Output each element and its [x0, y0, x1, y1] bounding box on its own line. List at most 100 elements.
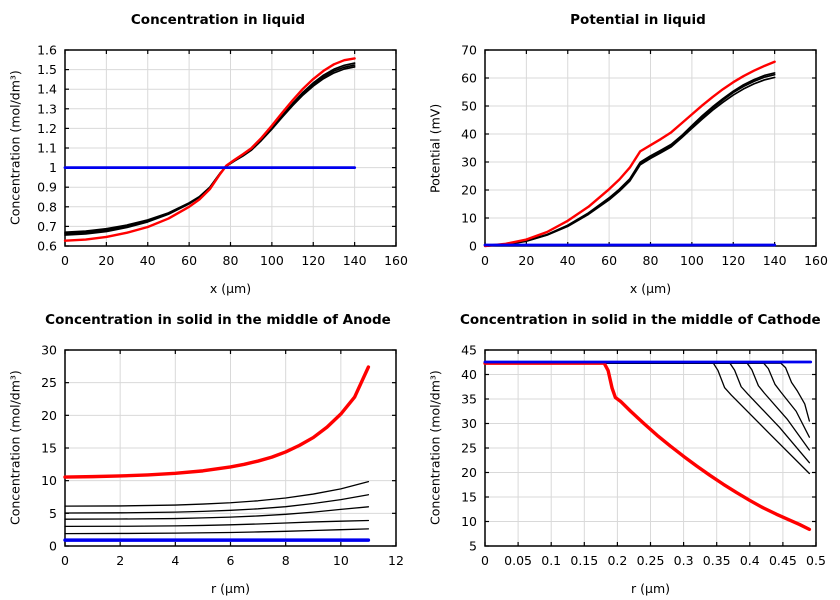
x-tick-label: 0.4	[740, 553, 760, 568]
x-tick-label: 0.3	[674, 553, 694, 568]
panel-anode-solid-concentration: 0 2 4 6 8 10 12 0 5 10 15 20 25 30 Concentration in s…	[0, 300, 420, 600]
series-solution-time-3	[484, 362, 811, 451]
y-tick-label: 40	[461, 367, 477, 382]
plot-title: Potential in liquid	[570, 12, 706, 28]
plot-title: Concentration in liquid	[130, 12, 306, 28]
y-tick-label: 40	[461, 127, 477, 142]
y-axis-label: Concentration (mol/dm³)	[7, 70, 23, 226]
series-solution-time-2	[484, 73, 776, 247]
x-axis-label: r (µm)	[211, 581, 250, 596]
plot-title: Concentration in solid in the middle of …	[460, 312, 821, 328]
x-tick-label: 0.35	[703, 553, 731, 568]
x-tick-label: 20	[518, 253, 534, 268]
y-tick-label: 25	[41, 375, 57, 390]
y-tick-label: 0.9	[37, 180, 57, 195]
y-tick-label: 30	[41, 343, 57, 358]
series-final-time-red	[483, 361, 812, 532]
series-solution-time-1	[64, 480, 370, 507]
y-tick-label: 10	[461, 211, 477, 226]
x-tick-label: 0	[61, 553, 69, 568]
x-tick-label: 0.45	[769, 553, 797, 568]
y-tick-label: 20	[41, 408, 57, 423]
y-tick-label: 1.4	[37, 82, 57, 97]
y-tick-label: 20	[461, 465, 477, 480]
y-axis-label: Potential (mV)	[427, 103, 443, 193]
y-tick-label: 1.2	[37, 121, 57, 136]
x-tick-label: 160	[384, 253, 408, 268]
x-tick-label: 6	[227, 553, 235, 568]
y-tick-label: 0.7	[37, 219, 57, 234]
x-tick-label: 0.2	[607, 553, 627, 568]
series-final-time-red	[63, 365, 371, 479]
series-solution-time-5	[484, 362, 811, 422]
y-tick-label: 20	[461, 183, 477, 198]
panel-potential-in-liquid: 0 20 40 60 80 100 120 140 160 0 10 20 30 40 50 60 70 Pot…	[420, 0, 840, 300]
y-tick-label: 1.6	[37, 43, 57, 58]
series-solution-time-3	[64, 66, 356, 236]
y-tick-label: 10	[461, 514, 477, 529]
x-tick-label: 20	[98, 253, 114, 268]
x-tick-label: 0.5	[806, 553, 826, 568]
x-tick-label: 140	[343, 253, 367, 268]
x-tick-label: 0.05	[504, 553, 532, 568]
series-solution-time-5	[64, 528, 370, 535]
plot-canvas-concentration-liquid: 0 20 40 60 80 100 120 140 160 0.6 0.7 0.8 0.9 1 1.1 1.2…	[37, 43, 408, 269]
y-tick-label: 30	[461, 155, 477, 170]
x-tick-label: 40	[560, 253, 576, 268]
y-tick-label: 1.5	[37, 62, 57, 77]
x-tick-label: 0.1	[541, 553, 561, 568]
y-tick-label: 5	[49, 506, 57, 521]
series-solution-time-1	[64, 64, 356, 235]
x-tick-label: 60	[601, 253, 617, 268]
x-axis-label: r (µm)	[631, 581, 670, 596]
x-tick-label: 2	[116, 553, 124, 568]
x-tick-label: 0	[481, 253, 489, 268]
plot-title: Concentration in solid in the middle of …	[45, 312, 391, 328]
plot-canvas-anode-solid: 0 2 4 6 8 10 12 0 5 10 15 20 25 30	[41, 343, 404, 569]
panel-cathode-solid-concentration: 0 0.05 0.1 0.15 0.2 0.25 0.3 0.35 0.4 0.45 0.5 5 10 1…	[420, 300, 840, 600]
x-tick-label: 100	[260, 253, 284, 268]
series-final-time-red	[483, 60, 776, 248]
y-tick-label: 35	[461, 392, 477, 407]
x-tick-label: 4	[171, 553, 179, 568]
plot-frame	[484, 349, 817, 547]
series-solution-time-3	[64, 506, 370, 520]
series-solution-time-3	[484, 72, 776, 247]
x-tick-label: 120	[301, 253, 325, 268]
series-solution-time-4	[64, 519, 370, 528]
plot-canvas-potential-liquid: 0 20 40 60 80 100 120 140 160 0 10 20 30 40 50 60 70	[461, 43, 828, 269]
series-final-time-red	[63, 57, 356, 242]
y-axis-label: Concentration (mol/dm³)	[7, 370, 23, 526]
x-tick-label: 0.15	[570, 553, 598, 568]
x-tick-label: 140	[763, 253, 787, 268]
y-tick-label: 45	[461, 343, 477, 358]
x-tick-label: 12	[388, 553, 404, 568]
panel-concentration-in-liquid: 0 20 40 60 80 100 120 140 160 0.6 0.7 0.8 0.9 1 1.1 1.2…	[0, 0, 420, 300]
y-tick-label: 5	[469, 539, 477, 554]
y-tick-label: 15	[41, 441, 57, 456]
y-tick-label: 0	[469, 239, 477, 254]
y-tick-label: 0	[49, 539, 57, 554]
y-tick-label: 50	[461, 99, 477, 114]
y-tick-label: 1.3	[37, 101, 57, 116]
plot-frame	[64, 49, 397, 247]
y-tick-label: 70	[461, 43, 477, 58]
y-tick-label: 30	[461, 416, 477, 431]
x-axis-label: x (µm)	[629, 281, 672, 296]
y-tick-label: 0.8	[37, 199, 57, 214]
x-tick-label: 120	[721, 253, 745, 268]
y-tick-label: 10	[41, 473, 57, 488]
y-tick-label: 60	[461, 71, 477, 86]
plot-canvas-cathode-solid: 0 0.05 0.1 0.15 0.2 0.25 0.3 0.35 0.4 0.45 0.5 5 10 1…	[461, 343, 826, 569]
x-tick-label: 0.25	[637, 553, 665, 568]
y-axis-label: Concentration (mol/dm³)	[427, 370, 443, 526]
x-tick-label: 0	[481, 553, 489, 568]
y-tick-label: 25	[461, 441, 477, 456]
x-tick-label: 60	[181, 253, 197, 268]
y-tick-label: 1	[49, 160, 57, 175]
y-tick-label: 1.1	[37, 141, 57, 156]
plot-frame	[64, 349, 397, 547]
x-tick-label: 80	[223, 253, 239, 268]
series-solution-time-1	[484, 362, 811, 475]
